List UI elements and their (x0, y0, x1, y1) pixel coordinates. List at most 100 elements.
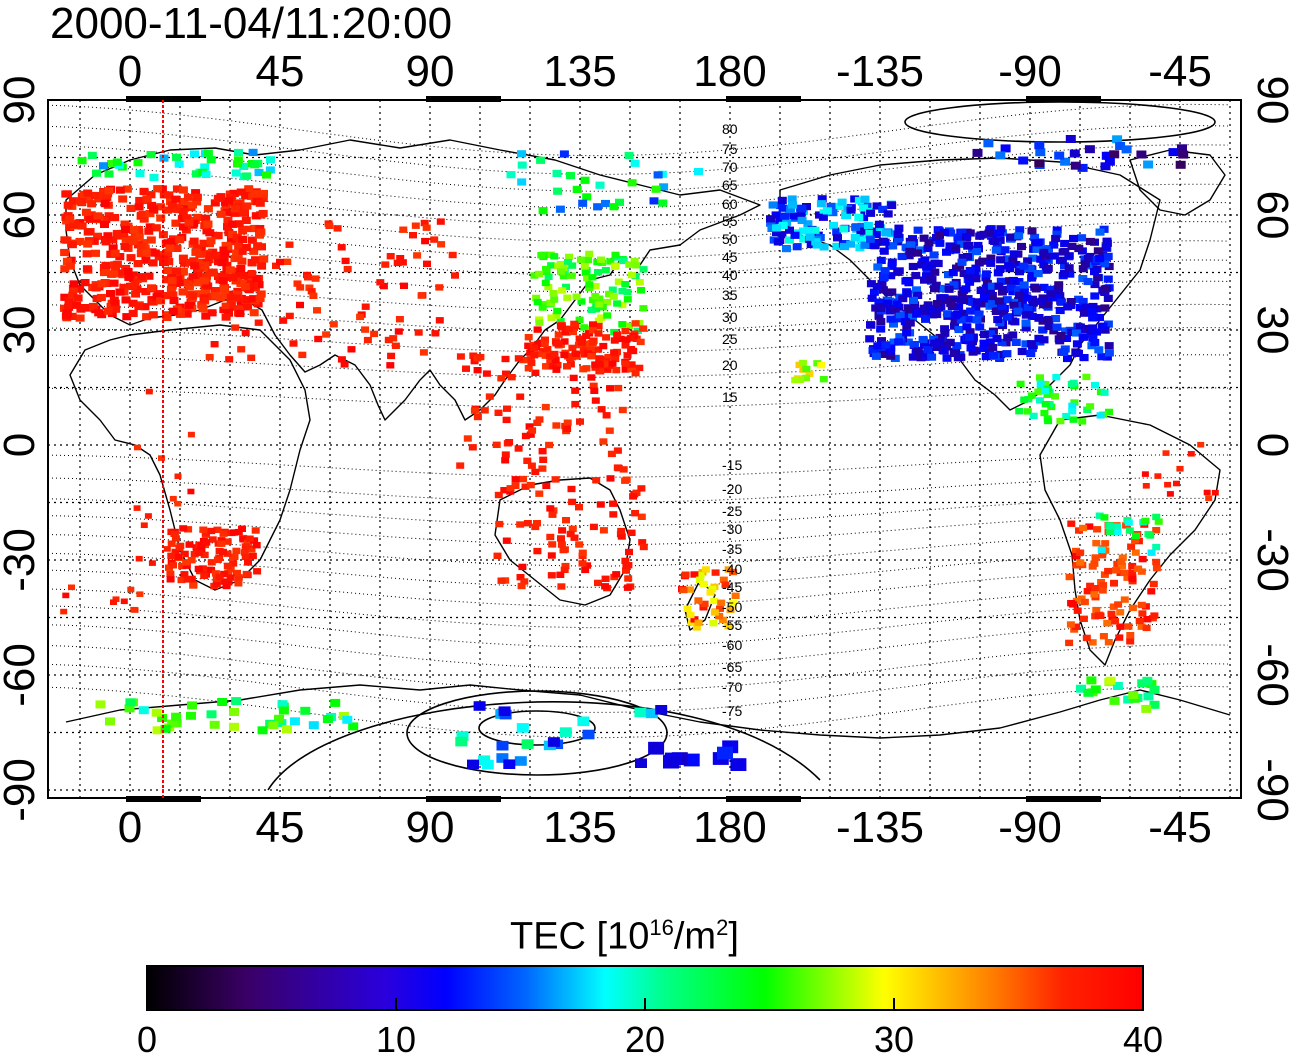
tec-pixel (330, 698, 341, 707)
tec-pixel (174, 553, 183, 560)
tec-pixel (1034, 141, 1045, 150)
tec-pixel (538, 304, 547, 311)
tec-pixel (68, 197, 78, 205)
tec-pixel (203, 220, 213, 228)
tec-pixel (145, 223, 155, 231)
tec-pixel (255, 294, 265, 302)
tec-pixel (251, 527, 260, 534)
tec-pixel (982, 279, 992, 288)
tec-pixel (398, 259, 407, 266)
tec-pixel (183, 576, 192, 583)
lon-tick-label: 135 (543, 47, 616, 96)
tec-pixel (904, 252, 914, 260)
tec-pixel (906, 241, 916, 249)
tec-pixel (197, 545, 206, 553)
tec-pixel (898, 295, 908, 303)
tec-pixel (174, 500, 182, 507)
tec-pixel (235, 203, 245, 211)
tec-pixel (249, 295, 259, 303)
tec-pixel (112, 260, 122, 268)
tec-pixel (550, 350, 559, 358)
tec-pixel (963, 315, 973, 323)
tec-pixel (1084, 145, 1095, 154)
tec-pixel (238, 235, 248, 243)
tec-pixel (1019, 262, 1029, 270)
tec-pixel (1019, 286, 1029, 294)
tec-pixel (576, 256, 585, 263)
tec-pixel (945, 338, 955, 346)
tec-pixel (514, 756, 527, 766)
tec-pixel (1036, 374, 1044, 381)
tec-pixel (1112, 135, 1123, 144)
tec-pixel (627, 529, 636, 536)
tec-pixel (1135, 617, 1144, 625)
tec-pixel (1035, 397, 1044, 404)
tec-pixel (516, 521, 525, 528)
tec-pixel (551, 476, 560, 483)
tec-pixel (230, 209, 240, 217)
tec-pixel (199, 277, 209, 285)
tec-pixel (1078, 265, 1088, 273)
tec-pixel (94, 309, 104, 317)
tec-pixel (216, 210, 226, 218)
tec-pixel (400, 282, 408, 289)
tec-pixel (578, 549, 587, 556)
tec-pixel (905, 247, 915, 255)
tec-pixel (902, 329, 912, 337)
tec-pixel (192, 244, 202, 252)
tec-pixel (559, 272, 568, 280)
tec-pixel (99, 216, 109, 224)
tec-pixel (608, 286, 617, 293)
tec-pixel (1056, 332, 1066, 340)
tec-pixel (239, 536, 248, 543)
magnetic-contour (48, 685, 1229, 739)
tec-pixel (468, 444, 477, 451)
tec-pixel (495, 520, 504, 528)
tec-pixel (606, 385, 615, 392)
tec-pixel (580, 263, 589, 270)
tec-pixel (997, 338, 1007, 346)
tec-pixel (567, 485, 576, 493)
tec-pixel (587, 346, 595, 354)
tec-pixel (1121, 145, 1132, 154)
tec-pixel (1044, 417, 1053, 425)
tec-pixel (1093, 247, 1103, 255)
tec-pixel (944, 285, 954, 293)
tec-pixel (602, 334, 611, 341)
tec-pixel (435, 284, 444, 291)
tec-pixel (542, 482, 551, 489)
tec-pixel (68, 284, 78, 293)
tec-pixel (63, 201, 73, 209)
lat-lon-grid (48, 100, 1241, 798)
tec-pixel (575, 316, 584, 323)
tec-pixel (625, 261, 634, 268)
tec-pixel (120, 242, 130, 251)
tec-pixel (100, 200, 110, 208)
tec-pixel (1028, 254, 1038, 262)
tec-pixel (557, 583, 566, 590)
tec-pixel (130, 229, 140, 237)
tec-pixel (128, 282, 138, 290)
magnetic-contour (48, 387, 1229, 409)
tec-pixel (584, 256, 593, 264)
tec-pixel (572, 293, 581, 300)
tec-pixel (233, 160, 242, 168)
tec-pixel (568, 525, 577, 533)
tec-pixel (83, 228, 93, 236)
tec-pixel (1079, 354, 1089, 362)
tec-pixel (279, 317, 288, 324)
tec-pixel (588, 274, 597, 281)
tec-pixel (1039, 248, 1049, 256)
tec-pixel (883, 299, 893, 307)
tec-pixel (1154, 473, 1162, 479)
tec-pixel (988, 300, 997, 308)
tec-pixel (379, 282, 388, 290)
tec-pixel (618, 301, 627, 309)
tec-pixel (65, 262, 75, 270)
tec-pixel (1104, 639, 1113, 646)
tec-pixel (110, 599, 117, 605)
tec-pixel (210, 341, 219, 348)
tec-pixel (887, 201, 897, 210)
tec-pixel (1149, 580, 1158, 588)
